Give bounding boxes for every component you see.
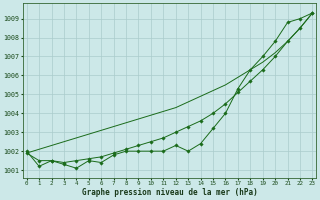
X-axis label: Graphe pression niveau de la mer (hPa): Graphe pression niveau de la mer (hPa) [82, 188, 257, 197]
